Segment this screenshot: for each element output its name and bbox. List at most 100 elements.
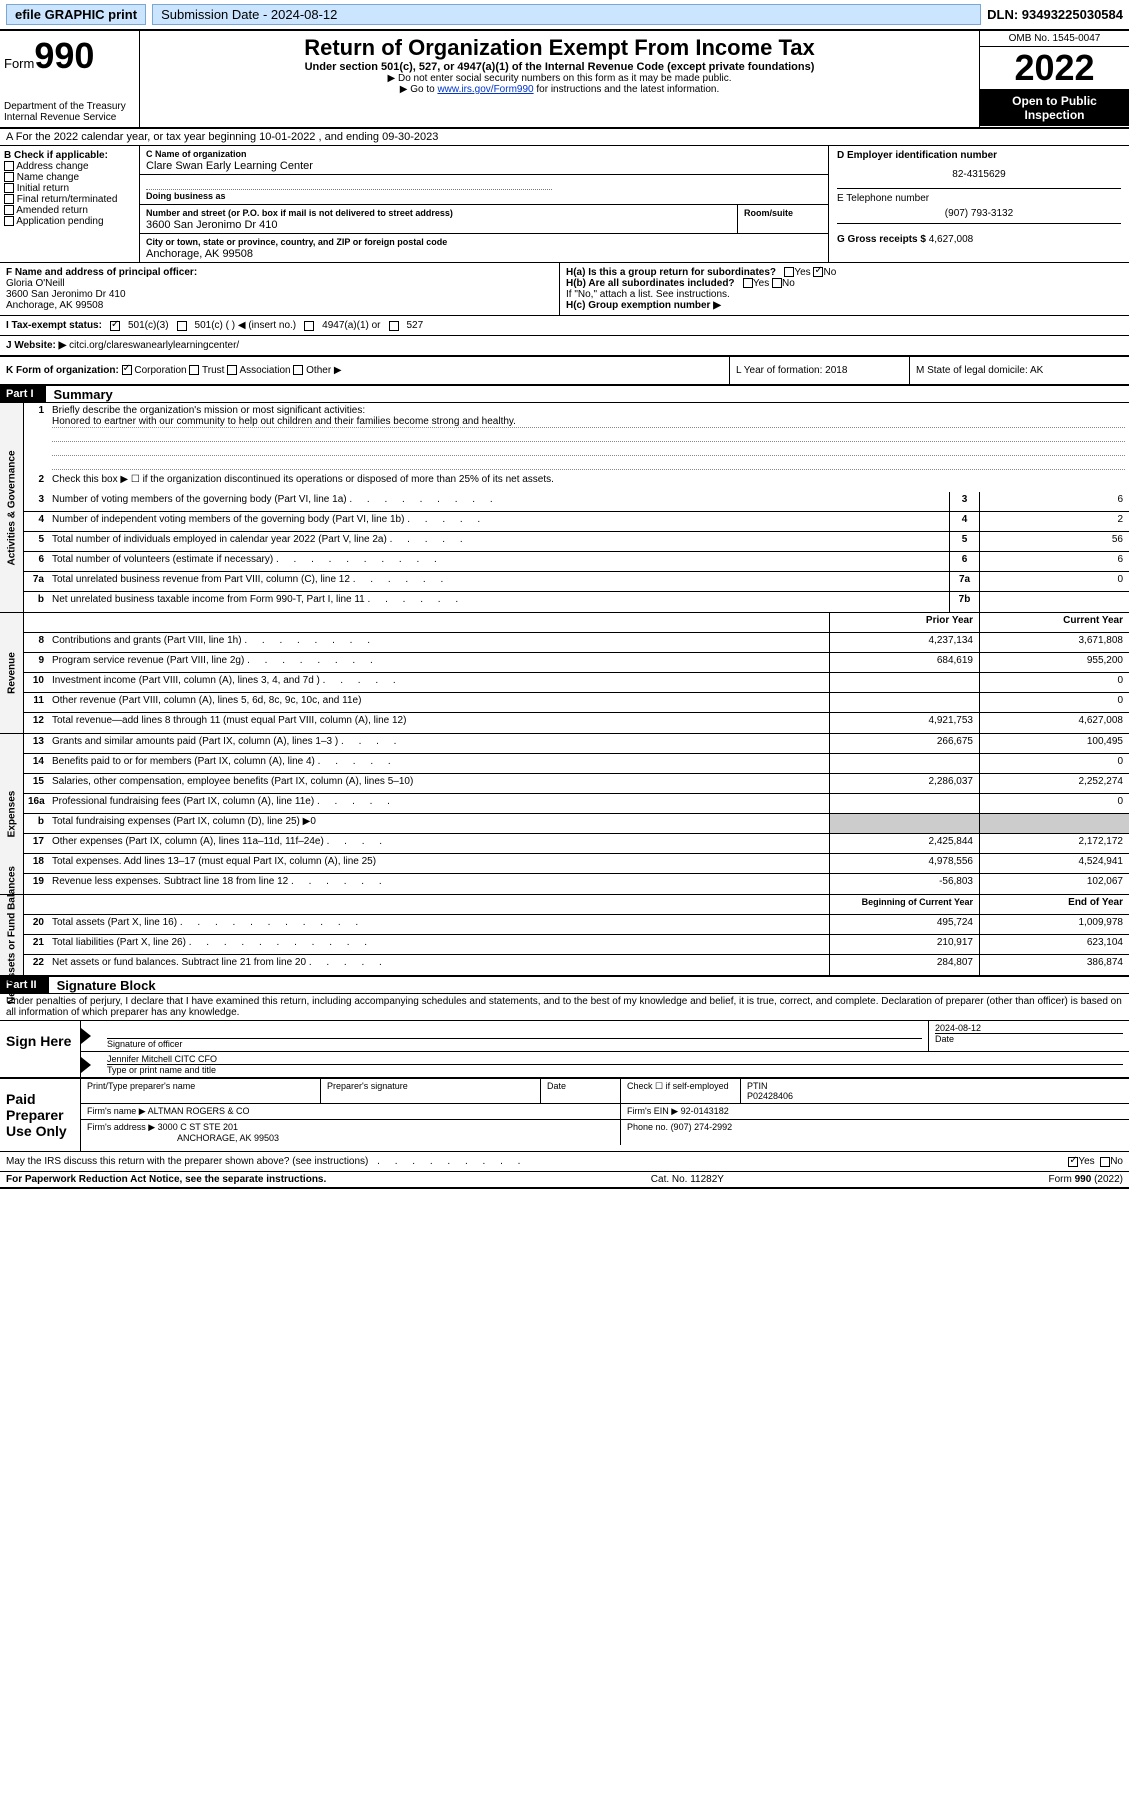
r12-label: Total revenue—add lines 8 through 11 (mu…: [48, 713, 829, 733]
r13-prior: 266,675: [829, 734, 979, 753]
part1-bar: Part I Summary: [0, 386, 1129, 403]
opt-address-change: Address change: [16, 161, 88, 172]
line-a-tax-year: A For the 2022 calendar year, or tax yea…: [0, 129, 1129, 146]
form-number: Form990: [4, 35, 135, 77]
chk-trust[interactable]: [189, 365, 199, 375]
prep-col4a: Check ☐ if self-employed: [627, 1081, 729, 1091]
q6-label: Total number of volunteers (estimate if …: [48, 552, 949, 571]
chk-amended-return[interactable]: [4, 205, 14, 215]
section-net-assets: Net Assets or Fund Balances Beginning of…: [0, 895, 1129, 977]
officer-addr2: Anchorage, AK 99508: [6, 300, 103, 311]
r14-prior: [829, 754, 979, 773]
r10-label: Investment income (Part VIII, column (A)…: [48, 673, 829, 692]
footer-left: For Paperwork Reduction Act Notice, see …: [6, 1174, 326, 1185]
r8-label: Contributions and grants (Part VIII, lin…: [48, 633, 829, 652]
part2-bar: Part II Signature Block: [0, 977, 1129, 994]
submission-date: Submission Date - 2024-08-12: [152, 4, 981, 25]
chk-4947[interactable]: [304, 321, 314, 331]
q5-num: 5: [24, 532, 48, 551]
chk-initial-return[interactable]: [4, 183, 14, 193]
public-inspection: Open to Public Inspection: [980, 90, 1129, 126]
efile-print-button[interactable]: efile GRAPHIC print: [6, 4, 146, 25]
dept-label: Department of the Treasury: [4, 101, 135, 112]
chk-name-change[interactable]: [4, 172, 14, 182]
block-b: B Check if applicable: Address change Na…: [0, 146, 140, 262]
hb-yes[interactable]: [743, 278, 753, 288]
chk-501c[interactable]: [177, 321, 187, 331]
q1-label: Briefly describe the organization's miss…: [52, 405, 365, 416]
website-value: citci.org/clareswanearlylearningcenter/: [69, 340, 239, 351]
r16a-num: 16a: [24, 794, 48, 813]
r9-num: 9: [24, 653, 48, 672]
d-label: D Employer identification number: [837, 150, 997, 161]
chk-other[interactable]: [293, 365, 303, 375]
r13-num: 13: [24, 734, 48, 753]
block-c: C Name of organization Clare Swan Early …: [140, 146, 829, 262]
mission-blank1: [52, 428, 1125, 442]
line-j: J Website: ▶ citci.org/clareswanearlylea…: [0, 336, 1129, 357]
line-m: M State of legal domicile: AK: [909, 357, 1129, 384]
discuss-no[interactable]: [1100, 1157, 1110, 1167]
hb-no[interactable]: [772, 278, 782, 288]
net-col-end: End of Year: [979, 895, 1129, 914]
q4-label: Number of independent voting members of …: [48, 512, 949, 531]
q6-box: 6: [949, 552, 979, 571]
b-label: B Check if applicable:: [4, 150, 108, 161]
section-revenue: Revenue Prior YearCurrent Year 8Contribu…: [0, 613, 1129, 734]
dln-label: DLN: 93493225030584: [987, 7, 1123, 22]
r8-prior: 4,237,134: [829, 633, 979, 652]
opt-corp: Corporation: [134, 365, 186, 376]
r22-begin: 284,807: [829, 955, 979, 975]
no-label: No: [823, 267, 836, 278]
r8-num: 8: [24, 633, 48, 652]
q5-box: 5: [949, 532, 979, 551]
opt-final-return: Final return/terminated: [17, 194, 118, 205]
form-title: Return of Organization Exempt From Incom…: [148, 35, 971, 61]
chk-527[interactable]: [389, 321, 399, 331]
chk-corp[interactable]: [122, 365, 132, 375]
line-l: L Year of formation: 2018: [729, 357, 909, 384]
q5-label: Total number of individuals employed in …: [48, 532, 949, 551]
r17-label: Other expenses (Part IX, column (A), lin…: [48, 834, 829, 853]
sig-date: 2024-08-12: [935, 1023, 1123, 1034]
firm-ein-label: Firm's EIN ▶: [627, 1106, 678, 1116]
chk-501c3[interactable]: [110, 321, 120, 331]
r18-label: Total expenses. Add lines 13–17 (must eq…: [48, 854, 829, 873]
discuss-yes[interactable]: [1068, 1157, 1078, 1167]
ha-yes[interactable]: [784, 267, 794, 277]
prep-ptin-label: PTIN: [747, 1081, 768, 1091]
r20-num: 20: [24, 915, 48, 934]
r13-label: Grants and similar amounts paid (Part IX…: [48, 734, 829, 753]
dba-line: [146, 177, 552, 190]
ha-no[interactable]: [813, 267, 823, 277]
r9-label: Program service revenue (Part VIII, line…: [48, 653, 829, 672]
yes-label2: Yes: [753, 278, 769, 289]
firm-phone: (907) 274-2992: [671, 1122, 733, 1132]
opt-assoc: Association: [239, 365, 290, 376]
q4-val: 2: [979, 512, 1129, 531]
irs-form990-link[interactable]: www.irs.gov/Form990: [437, 84, 533, 95]
form-label: Form: [4, 56, 34, 71]
irs-label: Internal Revenue Service: [4, 112, 135, 123]
officer-printed-name: Jennifer Mitchell CITC CFO: [107, 1054, 1123, 1065]
r18-current: 4,524,941: [979, 854, 1129, 873]
opt-501c: 501(c) ( ) ◀ (insert no.): [195, 320, 297, 331]
sig-date-label: Date: [935, 1034, 954, 1044]
q7a-val: 0: [979, 572, 1129, 591]
room-label: Room/suite: [744, 208, 793, 218]
r10-num: 10: [24, 673, 48, 692]
header-right: OMB No. 1545-0047 2022 Open to Public In…: [979, 31, 1129, 127]
chk-final-return[interactable]: [4, 194, 14, 204]
header-left: Form990 Department of the Treasury Inter…: [0, 31, 140, 127]
chk-assoc[interactable]: [227, 365, 237, 375]
side-gov-text: Activities & Governance: [6, 450, 17, 565]
r14-num: 14: [24, 754, 48, 773]
q7b-val: [979, 592, 1129, 612]
line-k: K Form of organization: Corporation Trus…: [0, 357, 729, 384]
chk-application-pending[interactable]: [4, 216, 14, 226]
r21-label: Total liabilities (Part X, line 26) . . …: [48, 935, 829, 954]
chk-address-change[interactable]: [4, 161, 14, 171]
line-klm: K Form of organization: Corporation Trus…: [0, 357, 1129, 386]
r11-current: 0: [979, 693, 1129, 712]
q5-val: 56: [979, 532, 1129, 551]
